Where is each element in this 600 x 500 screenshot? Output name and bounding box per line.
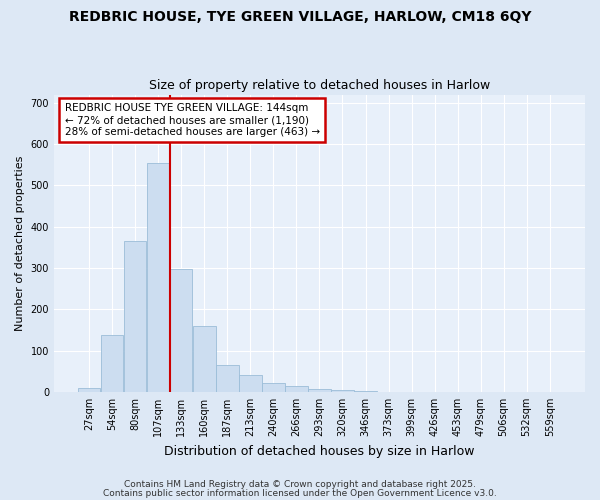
Bar [124,241,146,392]
Text: Contains public sector information licensed under the Open Government Licence v3: Contains public sector information licen… [103,489,497,498]
X-axis label: Distribution of detached houses by size in Harlow: Distribution of detached houses by size … [164,444,475,458]
Bar [147,162,169,392]
Bar [239,376,262,392]
Bar [285,386,308,392]
Text: Contains HM Land Registry data © Crown copyright and database right 2025.: Contains HM Land Registry data © Crown c… [124,480,476,489]
Bar [308,388,331,392]
Bar [355,391,377,392]
Text: REDBRIC HOUSE, TYE GREEN VILLAGE, HARLOW, CM18 6QY: REDBRIC HOUSE, TYE GREEN VILLAGE, HARLOW… [69,10,531,24]
Bar [262,383,284,392]
Bar [331,390,353,392]
Title: Size of property relative to detached houses in Harlow: Size of property relative to detached ho… [149,79,490,92]
Bar [216,365,239,392]
Bar [78,388,100,392]
Bar [170,269,193,392]
Bar [193,326,215,392]
Text: REDBRIC HOUSE TYE GREEN VILLAGE: 144sqm
← 72% of detached houses are smaller (1,: REDBRIC HOUSE TYE GREEN VILLAGE: 144sqm … [65,104,320,136]
Bar [101,336,124,392]
Y-axis label: Number of detached properties: Number of detached properties [15,156,25,331]
